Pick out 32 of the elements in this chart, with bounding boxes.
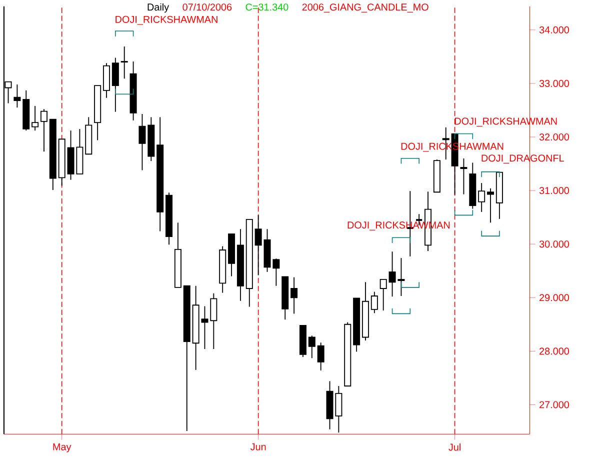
candlestick (32, 105, 39, 131)
y-tick-label: 27.000 (540, 401, 570, 408)
annotation: 07/10/2006 (182, 3, 232, 10)
candlestick (317, 342, 324, 371)
x-tick-label: May (53, 443, 72, 452)
y-tick-label: 29.000 (540, 294, 570, 301)
candlestick (370, 291, 378, 314)
x-tick-label: Jul (448, 443, 460, 451)
y-tick-label: 30.000 (539, 240, 570, 248)
y-tick-label: 34.000 (539, 26, 570, 34)
candlestick (14, 84, 21, 108)
candlestick (308, 335, 316, 358)
candlestick (487, 188, 494, 223)
candlestick (210, 292, 218, 350)
x-tick-label: Jun (250, 443, 266, 450)
candlestick (120, 46, 128, 79)
candlestick (138, 113, 146, 170)
y-tick-label: 31.000 (539, 186, 570, 194)
y-tick-label: 28.000 (540, 347, 570, 355)
candlestick (112, 57, 119, 112)
candlestick (40, 108, 48, 152)
y-tick-label: 32.000 (539, 133, 570, 140)
candlestick (460, 158, 468, 195)
annotation: C=31.340 (246, 3, 288, 10)
chart-title: Daily (148, 3, 170, 12)
annotation: DOJI_RICKSHAWMAN (116, 16, 218, 25)
candlestick (478, 182, 486, 212)
candlestick (272, 258, 280, 286)
candlestick (380, 278, 387, 311)
annotation: 2006_GIANG_CANDLE_MO (302, 3, 428, 12)
y-tick-label: 33.000 (539, 80, 570, 87)
candlestick (290, 276, 298, 314)
